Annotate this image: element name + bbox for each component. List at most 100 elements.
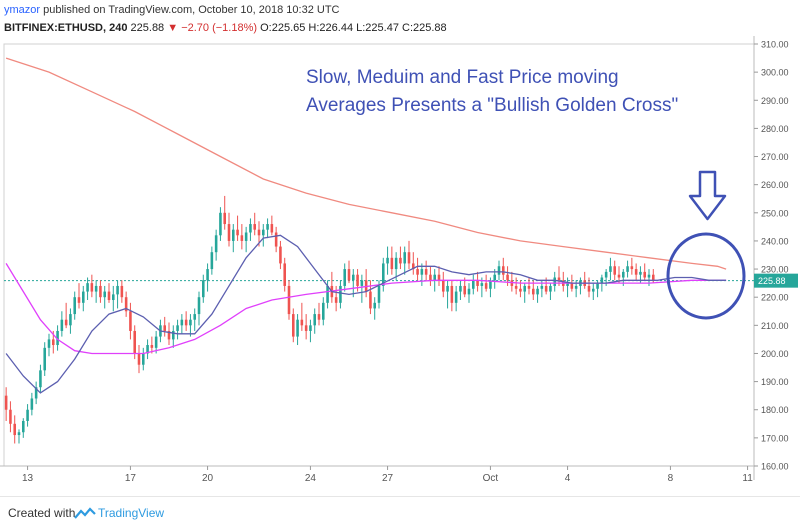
- price-tick-label: 310.00: [761, 40, 789, 50]
- candle-body: [596, 283, 599, 289]
- candle-body: [26, 409, 29, 421]
- time-tick-label: 17: [125, 473, 137, 484]
- candle-body: [56, 330, 59, 346]
- candle-body: [189, 319, 192, 326]
- candle-body: [120, 285, 124, 298]
- candle-body: [544, 285, 548, 292]
- candle-body: [47, 339, 51, 348]
- candle-body: [116, 285, 119, 295]
- candle-body: [613, 266, 616, 275]
- candle-body: [326, 285, 329, 303]
- candle-body: [64, 319, 68, 326]
- candle-body: [86, 283, 89, 292]
- symbol-bar: BITFINEX:ETHUSD, 240 225.88 ▼ −2.70 (−1.…: [0, 20, 800, 36]
- candle-body: [4, 395, 8, 410]
- candle-body: [652, 274, 655, 281]
- tradingview-logo-icon: [74, 507, 96, 519]
- price-tick-label: 260.00: [761, 180, 789, 190]
- candle-body: [172, 330, 175, 340]
- time-tick-label: 24: [305, 473, 317, 484]
- candle-body: [103, 291, 106, 298]
- highlight-circle: [666, 232, 746, 320]
- candle-body: [463, 285, 466, 295]
- candle-body: [223, 212, 226, 225]
- candle-body: [90, 283, 94, 292]
- candle-body: [450, 285, 454, 303]
- price-tick-label: 200.00: [761, 349, 789, 359]
- candle-body: [476, 280, 479, 286]
- price-tick-label: 250.00: [761, 208, 789, 218]
- price-tick-label: 280.00: [761, 124, 789, 134]
- candle-body: [386, 257, 389, 264]
- candle-body: [287, 285, 291, 315]
- candle-body: [647, 274, 651, 278]
- time-tick-label: 13: [22, 473, 34, 484]
- candle-body: [639, 271, 642, 275]
- candle-body: [206, 269, 209, 281]
- candle-body: [527, 285, 531, 289]
- symbol-label: BITFINEX:ETHUSD, 240: [4, 22, 128, 34]
- candle-body: [523, 285, 526, 292]
- candle-body: [420, 269, 424, 275]
- time-tick-label: Oct: [483, 473, 499, 484]
- candle-body: [373, 302, 376, 309]
- annotation-line-2: Averages Presents a "Bullish Golden Cros…: [306, 95, 679, 116]
- candle-body: [283, 263, 286, 286]
- author-name[interactable]: ymazor: [4, 4, 41, 16]
- candle-body: [429, 274, 432, 281]
- candle-body: [214, 235, 218, 253]
- candle-body: [146, 345, 149, 354]
- price-tick-label: 290.00: [761, 96, 789, 106]
- time-tick-label: 27: [382, 473, 394, 484]
- price-tick-label: 180.00: [761, 405, 789, 415]
- candle-body: [34, 387, 38, 399]
- candle-body: [454, 291, 458, 303]
- candle-body: [484, 283, 488, 289]
- candle-body: [343, 269, 346, 286]
- candle-body: [52, 339, 55, 346]
- candle-body: [536, 288, 539, 295]
- candle-body: [317, 314, 321, 320]
- candle-body: [77, 297, 81, 303]
- candle-body: [360, 280, 364, 286]
- price-tick-label: 230.00: [761, 265, 789, 275]
- last-price: 225.88: [130, 22, 165, 34]
- candle-body: [253, 224, 256, 230]
- candles: [4, 195, 655, 444]
- candle-body: [549, 285, 552, 292]
- candle-body: [60, 319, 64, 331]
- candle-body: [519, 288, 522, 292]
- candle-body: [300, 319, 304, 326]
- candle-body: [202, 280, 205, 298]
- candle-body: [193, 314, 196, 320]
- candle-body: [433, 274, 436, 281]
- slow-moving-average-line: [5, 57, 727, 270]
- candle-body: [112, 294, 115, 301]
- candle-body: [540, 285, 544, 289]
- candle-body: [339, 285, 342, 303]
- candle-body: [424, 269, 428, 275]
- candle-body: [17, 432, 21, 436]
- price-change: −2.70 (−1.18%): [181, 22, 258, 34]
- down-arrow-icon: [688, 170, 727, 221]
- tradingview-brand[interactable]: TradingView: [98, 506, 165, 520]
- candle-body: [244, 232, 248, 241]
- candle-body: [497, 266, 501, 275]
- candle-body: [634, 269, 638, 275]
- candle-body: [69, 314, 72, 326]
- candle-body: [502, 266, 505, 275]
- candle-body: [39, 370, 42, 388]
- price-chart[interactable]: 310.00 300.00 290.00 280.00 270.00 260.00 250.…: [0, 36, 800, 496]
- candle-body: [407, 252, 411, 264]
- candle-body: [163, 325, 166, 331]
- candle-body: [309, 325, 312, 331]
- candle-body: [356, 274, 359, 286]
- candle-body: [557, 277, 561, 281]
- price-tick-label: 160.00: [761, 462, 789, 472]
- candle-body: [322, 302, 325, 320]
- candle-body: [592, 288, 595, 292]
- candle-body: [377, 285, 381, 303]
- footer: Created with TradingView: [0, 496, 800, 528]
- candle-body: [412, 263, 415, 270]
- price-tick-label: 220.00: [761, 293, 789, 303]
